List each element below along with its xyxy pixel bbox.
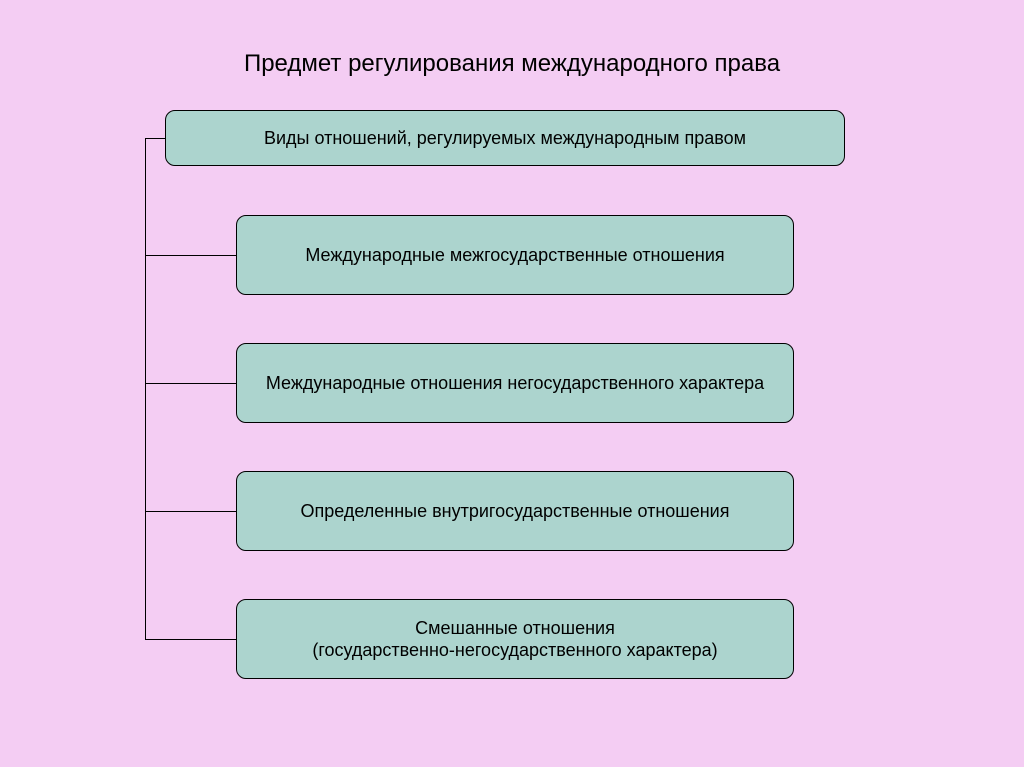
diagram-title: Предмет регулирования международного пра… [0, 50, 1024, 78]
child-box-3: Определенные внутригосударственные отнош… [236, 471, 794, 551]
diagram-canvas: Предмет регулирования международного пра… [0, 0, 1024, 767]
root-box-label: Виды отношений, регулируемых международн… [264, 127, 746, 150]
child-box-2: Международные отношения негосударственно… [236, 343, 794, 423]
child-box-2-label: Международные отношения негосударственно… [266, 372, 764, 395]
root-box: Виды отношений, регулируемых международн… [165, 110, 845, 166]
child-box-1: Международные межгосударственные отношен… [236, 215, 794, 295]
child-box-4: Смешанные отношения(государственно-негос… [236, 599, 794, 679]
child-box-3-label: Определенные внутригосударственные отнош… [300, 500, 729, 523]
child-box-4-label: Смешанные отношения(государственно-негос… [312, 617, 717, 662]
child-box-1-label: Международные межгосударственные отношен… [305, 244, 724, 267]
